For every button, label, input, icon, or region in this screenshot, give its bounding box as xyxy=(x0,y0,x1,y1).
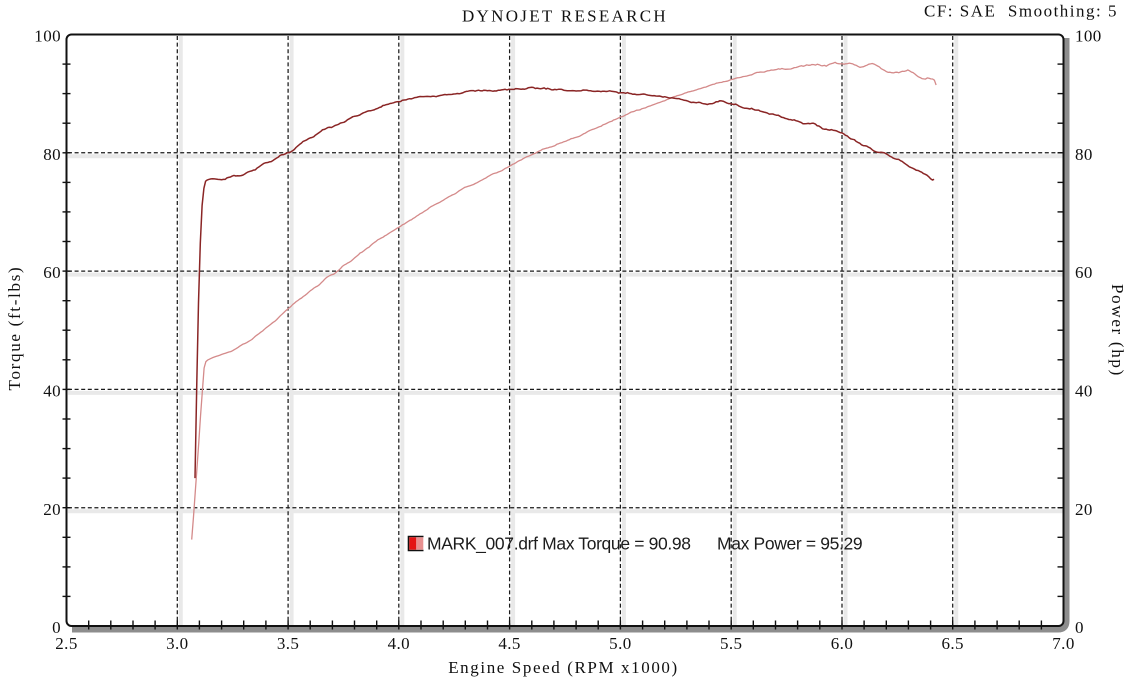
svg-text:40: 40 xyxy=(1075,382,1093,401)
svg-text:4.0: 4.0 xyxy=(388,634,410,653)
svg-text:60: 60 xyxy=(43,263,61,282)
svg-text:80: 80 xyxy=(43,145,61,164)
svg-text:6.5: 6.5 xyxy=(941,634,963,653)
svg-text:MARK_007.drf Max Torque = 90.9: MARK_007.drf Max Torque = 90.98 xyxy=(427,534,691,555)
svg-text:3.0: 3.0 xyxy=(166,634,188,653)
svg-text:2.5: 2.5 xyxy=(55,634,77,653)
svg-text:6.0: 6.0 xyxy=(831,634,853,653)
svg-text:20: 20 xyxy=(1075,500,1093,519)
svg-text:Max Power = 95.29: Max Power = 95.29 xyxy=(717,534,862,554)
svg-text:Engine Speed (RPM x1000): Engine Speed (RPM x1000) xyxy=(448,658,679,677)
svg-text:100: 100 xyxy=(34,27,61,46)
svg-text:CF: SAE Smoothing: 5: CF: SAE Smoothing: 5 xyxy=(924,2,1118,21)
svg-text:Power (hp): Power (hp) xyxy=(1108,284,1127,377)
svg-text:60: 60 xyxy=(1075,263,1093,282)
svg-text:5.0: 5.0 xyxy=(609,634,631,653)
svg-text:4.5: 4.5 xyxy=(498,634,520,653)
svg-text:40: 40 xyxy=(43,382,61,401)
svg-text:Torque (ft-lbs): Torque (ft-lbs) xyxy=(5,266,24,391)
svg-text:100: 100 xyxy=(1075,27,1102,46)
svg-text:80: 80 xyxy=(1075,145,1093,164)
svg-text:0: 0 xyxy=(1075,618,1084,637)
svg-text:5.5: 5.5 xyxy=(720,634,742,653)
svg-text:7.0: 7.0 xyxy=(1052,634,1074,653)
svg-text:3.5: 3.5 xyxy=(277,634,299,653)
svg-text:20: 20 xyxy=(43,500,61,519)
svg-text:DYNOJET RESEARCH: DYNOJET RESEARCH xyxy=(462,7,668,26)
svg-text:0: 0 xyxy=(52,618,61,637)
